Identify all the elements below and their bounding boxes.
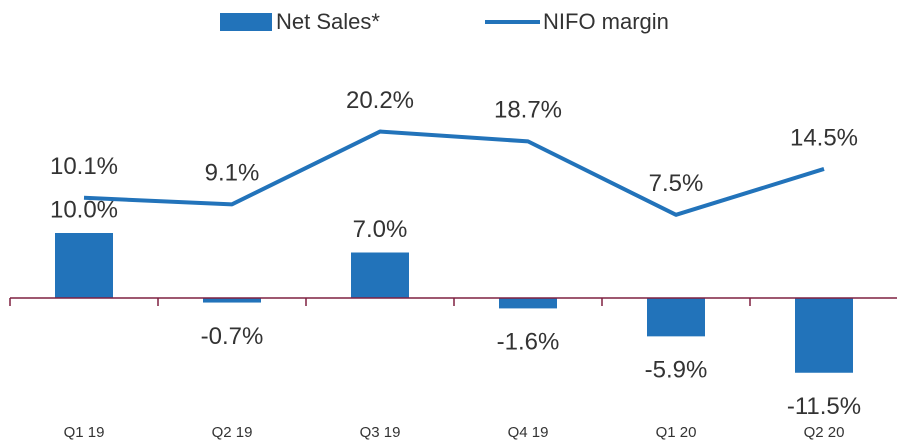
bar-value-label: -5.9%: [645, 357, 708, 384]
bar: [203, 298, 261, 303]
legend-label: Net Sales*: [276, 9, 380, 34]
line: [83, 129, 825, 217]
bar: [351, 252, 409, 298]
x-tick-label: Q1 19: [64, 424, 105, 441]
line-value-label: 7.5%: [649, 170, 704, 197]
bar-value-label: -11.5%: [787, 393, 861, 420]
line-value-label: 9.1%: [205, 160, 260, 187]
line-value-label: 10.1%: [50, 153, 118, 180]
x-tick-label: Q4 19: [508, 424, 549, 441]
bar: [499, 298, 557, 309]
bar: [55, 233, 113, 298]
bar-value-label: -1.6%: [497, 329, 560, 356]
bar-value-label: 7.0%: [353, 216, 408, 243]
bar-value-label: 10.0%: [50, 196, 118, 223]
x-tick-label: Q3 19: [360, 424, 401, 441]
line-value-label: 20.2%: [346, 87, 414, 114]
x-tick-label: Q2 19: [212, 424, 253, 441]
bar: [795, 298, 853, 373]
x-tick-label: Q2 20: [804, 424, 845, 441]
legend-label: NIFO margin: [543, 9, 669, 34]
line-value-label: 14.5%: [790, 124, 858, 151]
x-tick-label: Q1 20: [656, 424, 697, 441]
line-value-label: 18.7%: [494, 97, 562, 124]
bar-value-label: -0.7%: [201, 323, 264, 350]
bar: [647, 298, 705, 337]
legend-swatch: [220, 13, 272, 31]
